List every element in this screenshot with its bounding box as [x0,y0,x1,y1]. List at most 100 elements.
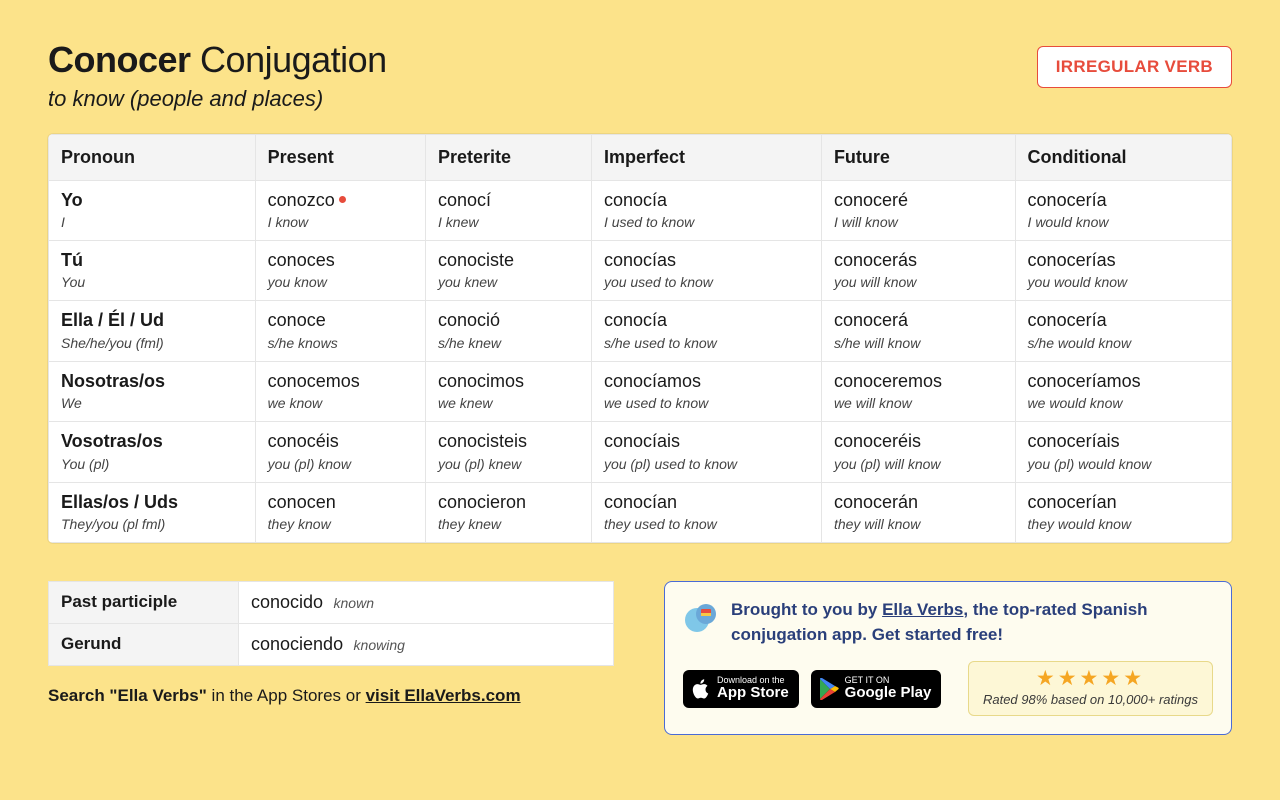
pronoun-es: Ellas/os / Uds [61,491,243,514]
preterite-cell: conocieron they knew [426,482,592,542]
conditional-es: conocería [1028,189,1219,212]
promo-prefix: Brought to you by [731,600,882,619]
visit-link[interactable]: visit EllaVerbs.com [366,686,521,705]
future-en: you will know [834,274,1003,290]
preterite-en: I knew [438,214,579,230]
play-big: Google Play [845,685,932,702]
preterite-cell: conocisteis you (pl) knew [426,422,592,482]
pronoun-en: You [61,274,243,290]
future-en: we will know [834,395,1003,411]
preterite-es: conoció [438,309,579,332]
conditional-en: s/he would know [1028,335,1219,351]
preterite-cell: conocisteyou knew [426,240,592,300]
past-participle-en: known [334,595,374,611]
present-es: conocen [268,491,413,514]
verb-translation: to know (people and places) [48,86,387,112]
pronoun-cell: Ella / Él / UdShe/he/you (fml) [49,301,256,361]
star-icons: ★★★★★ [983,668,1198,689]
imperfect-cell: conocíanthey used to know [591,482,821,542]
preterite-cell: conociós/he knew [426,301,592,361]
preterite-es: conocimos [438,370,579,393]
table-row: YoIconozcoI knowconocíI knewconocíaI use… [49,180,1232,240]
preterite-es: conocieron [438,491,579,514]
future-es: conoceremos [834,370,1003,393]
conditional-cell: conoceríaI would know [1015,180,1231,240]
pronoun-cell: Yo I [49,180,256,240]
search-prefix: Search "Ella Verbs" [48,686,207,705]
future-es: conocerás [834,249,1003,272]
table-row: Ellas/os / Uds They/you (pl fml) conocen th… [49,482,1232,542]
table-row: TúYouconocesyou knowconocisteyou knewcon… [49,240,1232,300]
conditional-cell: conocerías you would know [1015,240,1231,300]
preterite-en: they knew [438,516,579,532]
future-cell: conoceréI will know [821,180,1015,240]
pronoun-es: Ella / Él / Ud [61,309,243,332]
search-hint: Search "Ella Verbs" in the App Stores or… [48,686,614,706]
future-en: s/he will know [834,335,1003,351]
conjugation-table: Pronoun Present Preterite Imperfect Futu… [48,134,1232,543]
conditional-es: conocerías [1028,249,1219,272]
conditional-cell: conoceríaisyou (pl) would know [1015,422,1231,482]
present-en: I know [268,214,413,230]
google-play-icon [819,678,839,700]
present-cell: conocesyou know [255,240,425,300]
preterite-en: you (pl) knew [438,456,579,472]
promo-brand-link[interactable]: Ella Verbs [882,600,963,619]
table-row: Nosotras/os We conocemoswe know conocimos we… [49,361,1232,421]
app-store-badge[interactable]: Download on the App Store [683,670,799,708]
google-play-badge[interactable]: GET IT ON Google Play [811,670,942,708]
past-participle-row: Past participle conocido known [49,581,614,623]
pronoun-cell: TúYou [49,240,256,300]
table-row: Ella / Él / UdShe/he/you (fml)conoces/he… [49,301,1232,361]
preterite-en: we knew [438,395,579,411]
conditional-en: you would know [1028,274,1219,290]
preterite-es: conociste [438,249,579,272]
preterite-es: conocisteis [438,430,579,453]
pronoun-es: Yo [61,189,243,212]
title-block: Conocer Conjugation to know (people and … [48,40,387,112]
table-row: Vosotras/osYou (pl)conocéisyou (pl) know… [49,422,1232,482]
conditional-en: they would know [1028,516,1219,532]
future-cell: conocerás you will know [821,240,1015,300]
imperfect-es: conocíamos [604,370,809,393]
col-present: Present [255,134,425,180]
future-es: conocerá [834,309,1003,332]
present-cell: conoces/he knows [255,301,425,361]
present-cell: conocemoswe know [255,361,425,421]
pronoun-en: We [61,395,243,411]
future-es: conoceréis [834,430,1003,453]
col-imperfect: Imperfect [591,134,821,180]
conditional-cell: conocería s/he would know [1015,301,1231,361]
pronoun-en: I [61,214,243,230]
present-en: you (pl) know [268,456,413,472]
imperfect-en: they used to know [604,516,809,532]
gerund-es: conociendo [251,634,343,654]
preterite-es: conocí [438,189,579,212]
conditional-es: conocería [1028,309,1219,332]
imperfect-cell: conocíaisyou (pl) used to know [591,422,821,482]
page-title: Conocer Conjugation [48,40,387,80]
imperfect-en: you (pl) used to know [604,456,809,472]
conditional-es: conoceríamos [1028,370,1219,393]
irregular-badge: IRREGULAR VERB [1037,46,1232,88]
col-conditional: Conditional [1015,134,1231,180]
promo-text: Brought to you by Ella Verbs, the top-ra… [731,598,1213,647]
present-en: they know [268,516,413,532]
present-cell: conocen they know [255,482,425,542]
pronoun-es: Nosotras/os [61,370,243,393]
title-suffix: Conjugation [200,39,387,80]
pronoun-en: They/you (pl fml) [61,516,243,532]
present-en: you know [268,274,413,290]
future-cell: conocerá s/he will know [821,301,1015,361]
appstore-big: App Store [717,685,789,702]
rating-box: ★★★★★ Rated 98% based on 10,000+ ratings [968,661,1213,716]
rating-text: Rated 98% based on 10,000+ ratings [983,692,1198,707]
present-es: conoce [268,309,413,332]
irregular-dot-icon [339,196,346,203]
imperfect-cell: conocíaI used to know [591,180,821,240]
present-es: conocemos [268,370,413,393]
conditional-en: we would know [1028,395,1219,411]
promo-box: Brought to you by Ella Verbs, the top-ra… [664,581,1232,735]
imperfect-en: you used to know [604,274,809,290]
pronoun-cell: Vosotras/osYou (pl) [49,422,256,482]
